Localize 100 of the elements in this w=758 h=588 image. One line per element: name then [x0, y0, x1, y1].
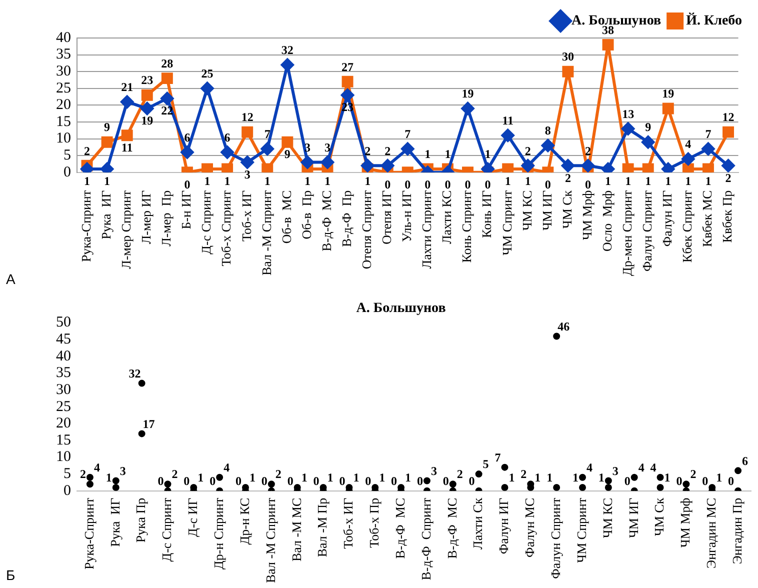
- data-label: 1: [546, 470, 553, 485]
- x-tick-label: Об-в МС: [278, 190, 294, 244]
- data-label: 0: [261, 474, 268, 488]
- x-tick-label: Лахти Ск: [470, 497, 486, 550]
- data-label: 13: [622, 106, 634, 121]
- y-tick-label: 10: [56, 130, 71, 147]
- data-label: 7: [264, 126, 270, 141]
- y-tick-label: 15: [56, 114, 71, 130]
- data-label: 9: [645, 120, 652, 134]
- x-tick-label: Фалун ИГ: [496, 497, 512, 554]
- x-tick-label: Конь ИГ: [479, 190, 494, 238]
- data-label: 7: [494, 450, 501, 464]
- data-label: 12: [722, 110, 734, 124]
- x-tick-label: Др-мен Спринт: [619, 190, 634, 276]
- data-label: 0: [464, 177, 471, 192]
- x-tick-label: Др-н КС: [236, 498, 252, 545]
- data-label: 9: [104, 120, 110, 134]
- data-label: 2: [172, 467, 178, 482]
- data-label: 2: [520, 467, 527, 482]
- x-tick-label: ЧМ ИГ: [539, 190, 554, 231]
- data-label: 8: [544, 124, 551, 138]
- x-tick-label: Уль-н ИГ: [399, 190, 414, 242]
- data-label: 4: [94, 460, 100, 474]
- data-label: 3: [324, 140, 330, 154]
- data-label: 1: [625, 174, 632, 188]
- y-tick-label: 30: [56, 382, 71, 398]
- data-label: 1: [484, 147, 491, 162]
- x-tick-label: Вал -М Спринт: [262, 498, 278, 583]
- y-tick-label: 5: [64, 148, 71, 164]
- data-label: 1: [198, 470, 204, 485]
- data-label: 1: [224, 174, 230, 188]
- y-tick-label: 5: [64, 466, 71, 482]
- data-label: 2: [725, 170, 732, 185]
- data-label: 1: [301, 470, 308, 485]
- x-tick-label: ЧМ Ск: [559, 190, 574, 229]
- data-label: 4: [650, 460, 656, 474]
- y-tick-label: 25: [56, 398, 71, 415]
- data-label: 1: [685, 174, 692, 188]
- data-label: 1: [327, 470, 334, 485]
- data-label: 4: [224, 460, 230, 474]
- x-tick-label: Рука ИГ: [98, 190, 114, 240]
- y-tick-label: 40: [56, 30, 71, 46]
- x-tick-label: Л-мер Пр: [158, 190, 174, 246]
- legend-label: А. Большунов: [572, 14, 662, 29]
- x-tick-label: Вал -М Пр: [314, 498, 330, 558]
- legend-label: Й. Клебо: [686, 12, 742, 29]
- data-label: 3: [120, 464, 126, 478]
- data-label: 0: [184, 474, 190, 488]
- data-label: 0: [210, 474, 216, 488]
- data-label: 19: [141, 114, 154, 128]
- data-label: 6: [742, 454, 748, 468]
- x-tick-label: Квбек Пр: [720, 190, 735, 243]
- data-label: 11: [502, 114, 514, 128]
- x-tick-label: Фалун Спринт: [640, 190, 655, 272]
- data-label: 0: [158, 474, 164, 488]
- data-label: 1: [716, 470, 722, 485]
- data-label: 19: [662, 86, 674, 101]
- y-tick-label: 45: [56, 332, 71, 348]
- data-label: 0: [676, 474, 682, 488]
- y-tick-label: 35: [56, 365, 71, 382]
- data-label: 19: [462, 86, 474, 101]
- x-tick-label: ЧМ Мрф: [678, 498, 693, 548]
- x-tick-label: Рука ИГ: [107, 497, 122, 547]
- data-label: 6: [184, 130, 190, 144]
- x-tick-label: Тоб-х ИГ: [238, 190, 254, 242]
- data-label: 1: [364, 174, 371, 188]
- x-tick-label: Фалун Спринт: [548, 498, 563, 579]
- data-label: 0: [484, 177, 491, 192]
- data-label: 1: [444, 147, 451, 162]
- data-label: 0: [468, 474, 475, 488]
- y-tick-label: 20: [56, 97, 71, 114]
- x-tick-label: В-д-Ф Спринт: [418, 498, 434, 580]
- data-label: 32: [281, 42, 294, 57]
- x-tick-label: ЧМ КС: [600, 498, 615, 538]
- data-label: 0: [287, 474, 294, 488]
- data-label: 3: [612, 464, 618, 478]
- data-label: 2: [80, 467, 86, 482]
- data-label: 2: [564, 170, 571, 185]
- x-tick-label: Тоб-х ИГ: [340, 497, 356, 549]
- x-tick-label: Тоб-х Пр: [366, 498, 382, 548]
- data-label: 2: [690, 467, 696, 482]
- data-label: 0: [404, 177, 411, 192]
- data-label: 0: [442, 474, 449, 488]
- y-tick-label: 50: [56, 314, 71, 331]
- x-tick-label: Осло Мрф: [599, 190, 614, 252]
- data-label: 0: [424, 177, 431, 192]
- data-label: 46: [558, 319, 570, 334]
- x-tick-label: Лахти КС: [439, 190, 454, 244]
- data-label: 1: [304, 174, 310, 188]
- x-tick-label: ЧМ Ск: [652, 497, 667, 536]
- x-tick-label: Д-с Спринт: [159, 498, 174, 562]
- x-tick-label: В-д-Ф МС: [392, 498, 408, 559]
- data-label: 12: [241, 110, 254, 124]
- data-label: 0: [544, 177, 551, 192]
- data-label: 1: [598, 470, 604, 485]
- data-label: 1: [353, 470, 360, 485]
- y-tick-label: 25: [56, 80, 71, 96]
- data-label: 1: [524, 174, 531, 188]
- data-label: 0: [313, 474, 320, 488]
- data-label: 1: [250, 470, 256, 485]
